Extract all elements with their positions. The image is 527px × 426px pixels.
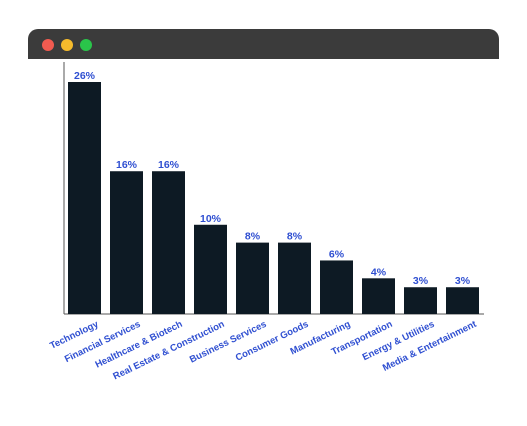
close-window-dot[interactable] [42,39,54,51]
value-label-10: 3% [455,275,471,287]
bar-1 [68,82,101,314]
value-label-5: 8% [245,231,261,243]
bars-group [68,82,479,314]
value-label-2: 16% [116,159,138,171]
bar-5 [236,242,269,314]
bar-6 [278,242,311,314]
value-label-9: 3% [413,275,429,287]
bar-4 [194,224,227,314]
value-label-1: 26% [74,70,96,82]
window-title-bar [28,29,499,59]
value-label-6: 8% [287,231,303,243]
value-label-4: 10% [200,213,222,225]
bar-9 [404,287,437,314]
value-labels-group: 26% 16% 16% 10% 8% 8% 6% 4% 3% 3% [74,70,471,287]
value-label-8: 4% [371,266,387,278]
category-label-6: Consumer Goods [234,319,310,364]
bar-10 [446,287,479,314]
bar-2 [110,171,143,314]
minimize-window-dot[interactable] [61,39,73,51]
bar-3 [152,171,185,314]
bar-8 [362,278,395,314]
bar-7 [320,260,353,314]
value-label-7: 6% [329,248,345,260]
maximize-window-dot[interactable] [80,39,92,51]
value-label-3: 16% [158,159,180,171]
